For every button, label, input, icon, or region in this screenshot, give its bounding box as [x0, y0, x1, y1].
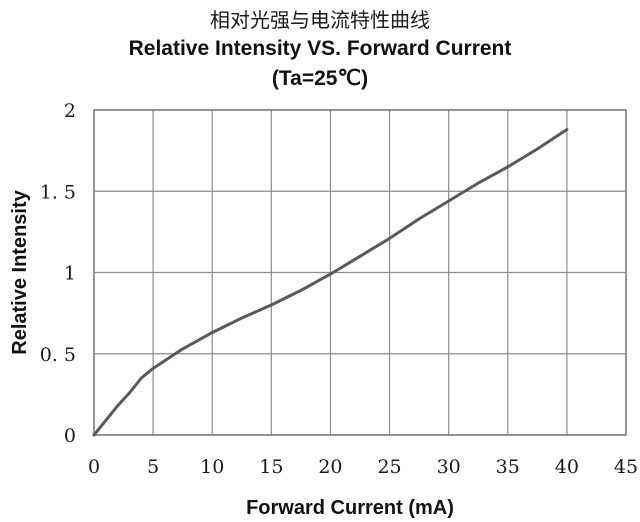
- series-line-relative-intensity: [92, 128, 569, 437]
- chart-subtitle: (Ta=25℃): [271, 67, 369, 90]
- y-tick-label: 0. 5: [40, 344, 76, 366]
- y-tick-label: 1. 5: [40, 181, 76, 203]
- chart-title: Relative Intensity VS. Forward Current: [128, 37, 512, 60]
- x-tick-labels: 0 5 10 15 20 25 30 35 40 45: [88, 456, 638, 478]
- x-tick-label: 45: [614, 456, 638, 478]
- x-tick-label: 5: [147, 456, 159, 478]
- y-axis-label: Relative Intensity: [9, 189, 31, 354]
- y-tick-labels: 0 0. 5 1 1. 5 2: [40, 100, 76, 447]
- x-tick-label: 15: [259, 456, 283, 478]
- x-tick-label: 25: [377, 456, 401, 478]
- x-axis-label: Forward Current (mA): [246, 497, 454, 519]
- y-tick-label: 2: [64, 100, 76, 122]
- x-tick-label: 35: [496, 456, 520, 478]
- x-tick-label: 30: [437, 456, 461, 478]
- x-tick-label: 20: [318, 456, 342, 478]
- plot-frame: [93, 109, 627, 436]
- chart-title-chinese: 相对光强与电流特性曲线: [210, 8, 430, 32]
- x-tick-label: 0: [88, 456, 100, 478]
- grid-lines: [94, 110, 626, 435]
- x-tick-label: 10: [200, 456, 224, 478]
- y-tick-label: 1: [64, 263, 76, 285]
- x-tick-label: 40: [555, 456, 579, 478]
- y-tick-label: 0: [64, 425, 76, 447]
